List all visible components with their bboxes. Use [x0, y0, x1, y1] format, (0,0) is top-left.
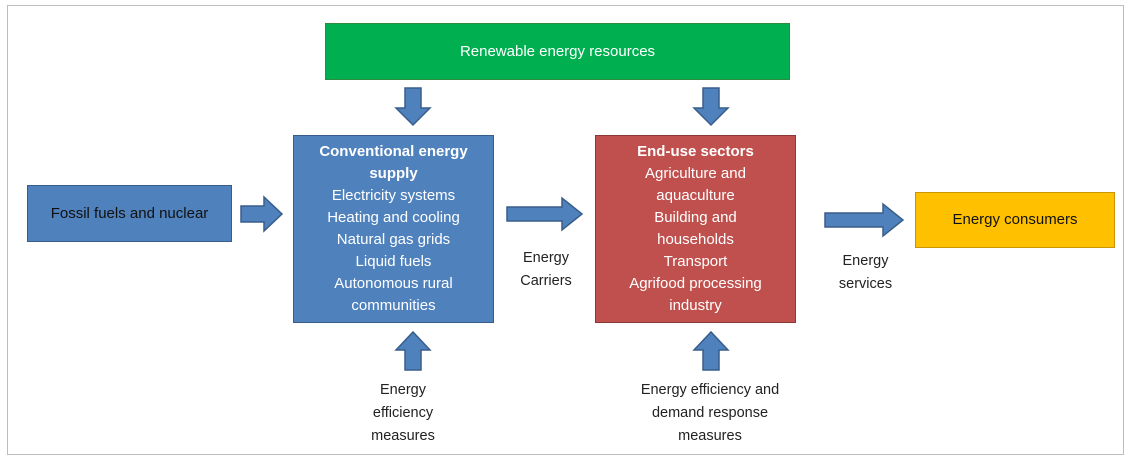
efficiency-demand-label: Energy efficiency and demand response me… [640, 382, 780, 444]
arrow-down [394, 87, 432, 127]
node-item: Electricity systems [331, 187, 456, 204]
arrow-up [394, 330, 432, 371]
node-title: Energy consumers [952, 211, 1078, 228]
arrow-down [692, 87, 730, 127]
arrow-right [506, 196, 584, 232]
node-item: Transport [663, 253, 728, 270]
node-item: Autonomous rural communities [334, 275, 453, 314]
arrow-right [240, 195, 284, 233]
node-item: Liquid fuels [355, 253, 432, 270]
node-item: Building and households [654, 209, 737, 248]
node-title: Renewable energy resources [459, 42, 656, 60]
consumers-box: Energy consumers [915, 192, 1115, 248]
end-use-box: End-use sectors Agriculture and aquacult… [595, 135, 796, 323]
node-title: End-use sectors [637, 143, 754, 160]
fossil-box: Fossil fuels and nuclear [27, 185, 232, 242]
node-item: Agriculture and aquaculture [645, 165, 746, 204]
efficiency-label: Energy efficiency measures [371, 382, 435, 444]
services-label: Energy services [838, 253, 893, 292]
carriers-label: Energy Carriers [520, 250, 572, 289]
arrow-up [692, 330, 730, 371]
node-title: Conventional energy supply [319, 143, 468, 182]
node-item: Agrifood processing industry [629, 275, 762, 314]
renewable-box: Renewable energy resources [325, 23, 790, 80]
node-title: Fossil fuels and nuclear [50, 204, 209, 222]
conventional-box: Conventional energy supply Electricity s… [293, 135, 494, 323]
node-item: Natural gas grids [336, 231, 451, 248]
frame [7, 5, 1124, 455]
node-item: Heating and cooling [327, 209, 460, 226]
arrow-right [824, 202, 905, 238]
